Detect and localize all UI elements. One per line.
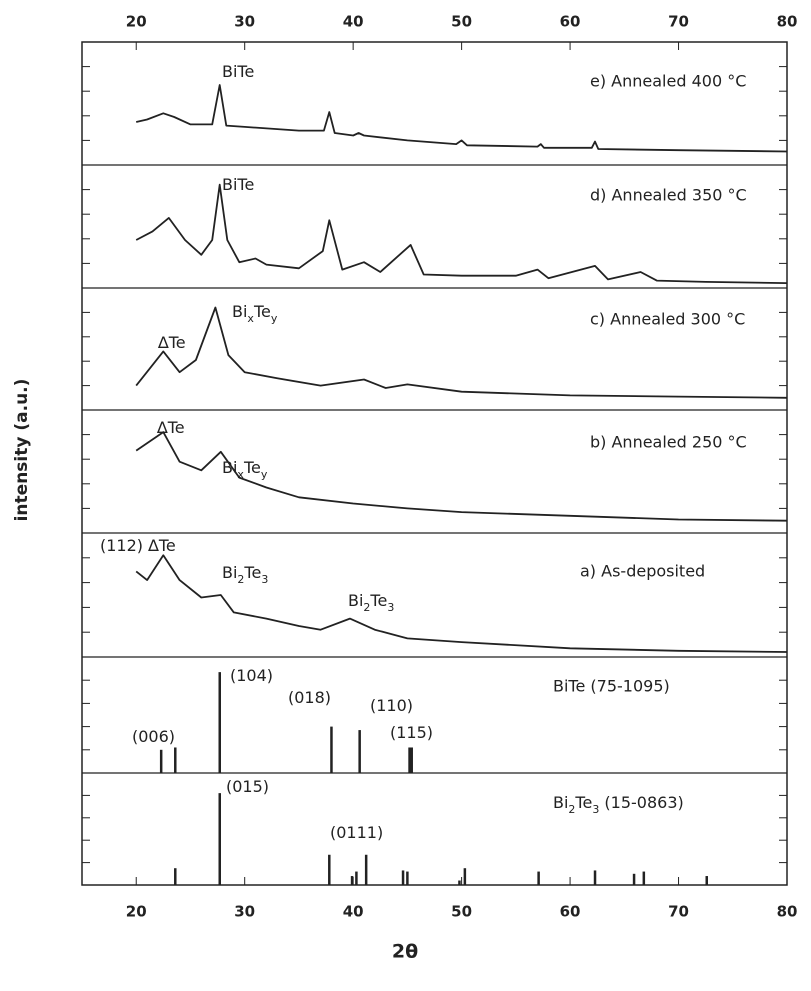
x-tick-label: 30 bbox=[234, 13, 255, 31]
annotation-part: ∆Te bbox=[156, 418, 185, 437]
xrd-pattern bbox=[135, 84, 788, 153]
y-axis-label: intensity (a.u.) bbox=[12, 379, 32, 522]
annotation-part: Bi bbox=[232, 302, 247, 321]
x-tick-label: 20 bbox=[126, 903, 147, 921]
panel-label-part: 3 bbox=[592, 803, 599, 816]
annotation-part: Bi bbox=[222, 458, 237, 477]
annotation-part: (0111) bbox=[330, 823, 383, 842]
annotation-part: 3 bbox=[261, 573, 268, 586]
x-tick-label: 80 bbox=[777, 903, 798, 921]
x-tick-label: 60 bbox=[560, 13, 581, 31]
annotation-part: Te bbox=[243, 458, 261, 477]
panel-label-part: Bi bbox=[553, 793, 568, 812]
panel-label-part: 2 bbox=[568, 803, 575, 816]
annotation-part: 2 bbox=[237, 573, 244, 586]
annotation: (015) bbox=[226, 777, 269, 796]
panel-label-part: Te bbox=[574, 793, 592, 812]
panel-label: b) Annealed 250 °C bbox=[590, 433, 747, 452]
annotation: (018) bbox=[288, 688, 331, 707]
annotation-part: x bbox=[247, 312, 254, 325]
annotation-part: y bbox=[261, 468, 268, 481]
annotation-part: Te bbox=[369, 591, 387, 610]
annotation-part: Te bbox=[253, 302, 271, 321]
x-tick-label: 40 bbox=[343, 13, 364, 31]
panel-label-part: (15-0863) bbox=[599, 793, 683, 812]
annotation: ∆Te bbox=[156, 418, 185, 437]
annotation: BixTey bbox=[222, 458, 268, 482]
annotation-part: (015) bbox=[226, 777, 269, 796]
annotation-part: (104) bbox=[230, 666, 273, 685]
panel-label: a) As-deposited bbox=[580, 562, 705, 581]
annotation: (112) ∆Te bbox=[100, 536, 176, 555]
panel-label: e) Annealed 400 °C bbox=[590, 72, 746, 91]
xrd-pattern bbox=[135, 306, 788, 399]
annotation-part: BiTe bbox=[222, 62, 254, 81]
annotation-part: (110) bbox=[370, 696, 413, 715]
plot-frame bbox=[81, 41, 788, 886]
annotation-part: (115) bbox=[390, 723, 433, 742]
annotation-part: Bi bbox=[222, 563, 237, 582]
panel-label: Bi2Te3 (15-0863) bbox=[553, 793, 684, 817]
panel-label: d) Annealed 350 °C bbox=[590, 186, 747, 205]
x-axis-label: 2θ bbox=[392, 941, 418, 963]
annotation-part: y bbox=[271, 312, 278, 325]
annotation: Bi2Te3 bbox=[348, 591, 394, 615]
annotation: (115) bbox=[390, 723, 433, 742]
panel-label: BiTe (75-1095) bbox=[553, 677, 670, 696]
annotation: Bi2Te3 bbox=[222, 563, 268, 587]
annotation-part: Te bbox=[243, 563, 261, 582]
x-tick-label: 70 bbox=[668, 13, 689, 31]
annotation-part: 2 bbox=[363, 601, 370, 614]
annotation-part: x bbox=[237, 468, 244, 481]
annotation-part: BiTe bbox=[222, 175, 254, 194]
annotation: BixTey bbox=[232, 302, 278, 326]
x-tick-label: 80 bbox=[777, 13, 798, 31]
x-tick-label: 20 bbox=[126, 13, 147, 31]
x-tick-label: 50 bbox=[451, 13, 472, 31]
annotation: (104) bbox=[230, 666, 273, 685]
annotation-part: (018) bbox=[288, 688, 331, 707]
annotation: ∆Te bbox=[157, 333, 186, 352]
annotation-part: ∆Te bbox=[157, 333, 186, 352]
annotation: (006) bbox=[132, 727, 175, 746]
x-tick-label: 70 bbox=[668, 903, 689, 921]
x-tick-label: 40 bbox=[343, 903, 364, 921]
x-tick-label: 30 bbox=[234, 903, 255, 921]
xrd-pattern bbox=[135, 554, 788, 653]
annotation: BiTe bbox=[222, 62, 254, 81]
annotation: (0111) bbox=[330, 823, 383, 842]
annotation-part: 3 bbox=[387, 601, 394, 614]
x-tick-label: 50 bbox=[451, 903, 472, 921]
x-tick-label: 60 bbox=[560, 903, 581, 921]
annotation-part: Bi bbox=[348, 591, 363, 610]
annotation: BiTe bbox=[222, 175, 254, 194]
xrd-pattern bbox=[135, 431, 788, 522]
annotation-part: (112) ∆Te bbox=[100, 536, 176, 555]
annotation-part: (006) bbox=[132, 727, 175, 746]
panel-label: c) Annealed 300 °C bbox=[590, 310, 745, 329]
annotation: (110) bbox=[370, 696, 413, 715]
xrd-pattern bbox=[135, 183, 788, 284]
